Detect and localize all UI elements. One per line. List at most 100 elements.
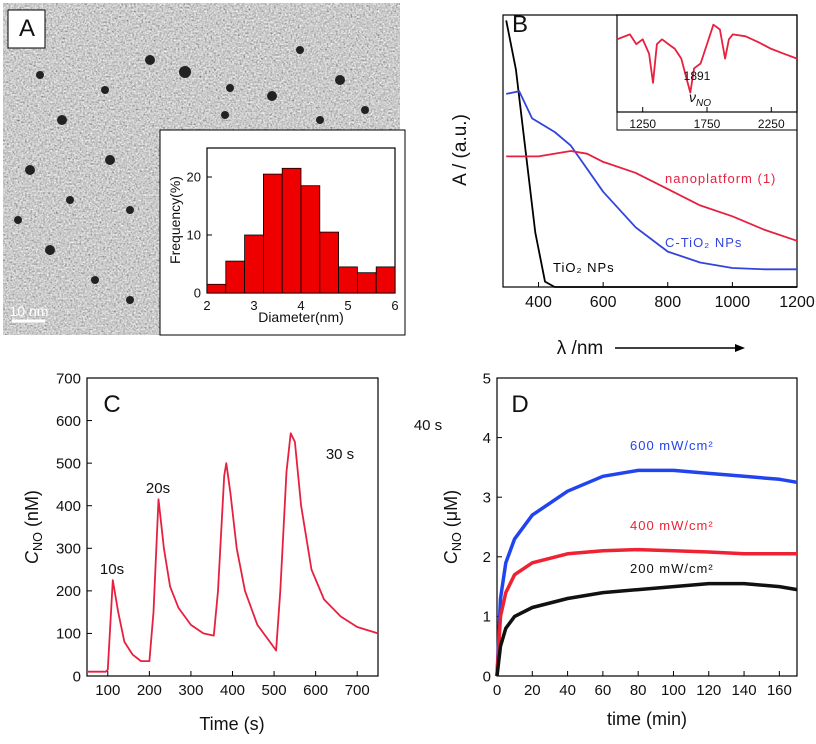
series-label: 200 mW/cm² xyxy=(630,561,714,576)
y-tick-label: 700 xyxy=(56,370,81,387)
y-axis-label: A / (a.u.) xyxy=(450,114,471,186)
annotation: 10s xyxy=(100,561,124,578)
y-axis-label: Frequency(%) xyxy=(167,176,183,264)
x-tick-label: 1200 xyxy=(779,294,815,311)
x-tick-label: 40 xyxy=(559,682,576,699)
series-label: TiO₂ NPs xyxy=(553,260,615,275)
series-label: nanoplatform (1) xyxy=(665,171,776,186)
y-axis-label: CNO (μM) xyxy=(441,490,464,564)
panel: 100 200 300 400 500 600 700 0 100 200 300 400 500 600… xyxy=(22,370,442,734)
x-axis-label: time (min) xyxy=(607,709,687,729)
x-tick-label: 600 xyxy=(590,294,617,311)
y-tick-label: 0 xyxy=(483,668,491,685)
bar xyxy=(225,260,246,294)
bar xyxy=(338,266,358,294)
panel: 0 20 40 60 80 100 120 140 160 0 1 2 3 4 5 time (min) CNO… xyxy=(441,370,798,729)
y-tick-label: 2 xyxy=(483,549,491,566)
x-tick-label: 1250 xyxy=(629,117,656,131)
tem-image xyxy=(3,3,406,336)
x-tick-label: 4 xyxy=(297,298,304,313)
y-tick-label: 400 xyxy=(56,498,81,515)
y-label-unit: (nM) xyxy=(22,490,42,532)
bar xyxy=(356,272,377,294)
x-tick-label: 1000 xyxy=(715,294,751,311)
x-tick-label: 200 xyxy=(137,682,162,699)
panel-label: C xyxy=(103,391,120,418)
bar xyxy=(206,283,227,294)
series-line xyxy=(505,20,797,288)
x-tick-label: 6 xyxy=(391,298,398,313)
bar xyxy=(281,167,302,294)
x-tick-label: 160 xyxy=(767,682,792,699)
symbol-subscript: NO xyxy=(696,98,711,109)
x-axis-label: Diameter(nm) xyxy=(258,309,344,325)
panel: 400 600 800 1000 1200 λ /nm A / (a.u.) B TiO₂ NP… xyxy=(450,11,815,359)
x-tick-label: 3 xyxy=(250,298,257,313)
plot-frame xyxy=(496,377,798,677)
series-line xyxy=(616,23,798,94)
x-tick-label: 5 xyxy=(344,298,351,313)
y-tick-label: 500 xyxy=(56,455,81,472)
y-tick-label: 100 xyxy=(56,626,81,643)
panel: 2 3 4 5 6 0 10 20 Diameter(nm) Frequency(%) A 10 nm xyxy=(10,15,399,325)
y-tick-label: 200 xyxy=(56,583,81,600)
series-line xyxy=(495,468,798,677)
panel-label: A xyxy=(19,15,35,42)
annotation: 40 s xyxy=(414,417,442,434)
x-tick-label: 100 xyxy=(661,682,686,699)
bar xyxy=(262,173,283,294)
y-tick-label: 3 xyxy=(483,489,491,506)
series-line xyxy=(87,432,379,673)
bar xyxy=(300,185,321,294)
x-tick-label: 1750 xyxy=(694,117,721,131)
symbol: ν xyxy=(689,89,696,105)
y-label-unit: (μM) xyxy=(441,490,461,532)
series-label: 600 mW/cm² xyxy=(630,438,714,453)
plot-frame xyxy=(86,377,379,677)
x-tick-label: 400 xyxy=(220,682,245,699)
y-label-symbol: C xyxy=(22,550,42,564)
annotation: 1891 xyxy=(684,69,711,83)
y-tick-label: 4 xyxy=(483,430,491,447)
x-tick-label: 500 xyxy=(262,682,287,699)
series-label: C-TiO₂ NPs xyxy=(665,235,742,250)
y-tick-label: 10 xyxy=(187,228,201,243)
bar xyxy=(375,266,396,294)
x-axis-label: λ /nm xyxy=(557,338,603,359)
panel: 1250 1750 2250 1891 νNO xyxy=(616,14,798,131)
annotation-symbol: νNO xyxy=(689,89,711,109)
x-axis-label: Time (s) xyxy=(199,714,264,734)
series-label: 400 mW/cm² xyxy=(630,518,714,533)
panel-label: D xyxy=(511,391,528,418)
y-tick-label: 20 xyxy=(187,170,201,185)
x-tick-label: 120 xyxy=(696,682,721,699)
y-label-symbol: C xyxy=(441,550,461,564)
x-tick-label: 20 xyxy=(524,682,541,699)
x-arrow xyxy=(615,344,745,352)
x-tick-label: 100 xyxy=(95,682,120,699)
x-tick-label: 700 xyxy=(345,682,370,699)
bar xyxy=(244,234,264,294)
y-tick-label: 600 xyxy=(56,413,81,430)
y-label-subscript: NO xyxy=(31,532,45,551)
series-line xyxy=(495,581,798,677)
x-tick-label: 140 xyxy=(732,682,757,699)
series-line xyxy=(506,150,798,242)
y-tick-label: 0 xyxy=(194,286,201,301)
y-tick-label: 1 xyxy=(483,609,491,626)
x-tick-label: 600 xyxy=(303,682,328,699)
annotation: 30 s xyxy=(326,446,354,463)
y-tick-label: 5 xyxy=(483,370,491,387)
x-tick-label: 60 xyxy=(595,682,612,699)
y-tick-label: 0 xyxy=(73,668,81,685)
x-tick-label: 300 xyxy=(178,682,203,699)
x-tick-label: 2250 xyxy=(758,117,785,131)
x-tick-label: 400 xyxy=(525,294,552,311)
x-tick-label: 80 xyxy=(630,682,647,699)
y-label-subscript: NO xyxy=(450,532,464,551)
annotation: 20s xyxy=(146,480,170,497)
scale-bar-label: 10 nm xyxy=(10,303,49,319)
panel-label: B xyxy=(512,11,528,38)
bar xyxy=(319,231,339,294)
